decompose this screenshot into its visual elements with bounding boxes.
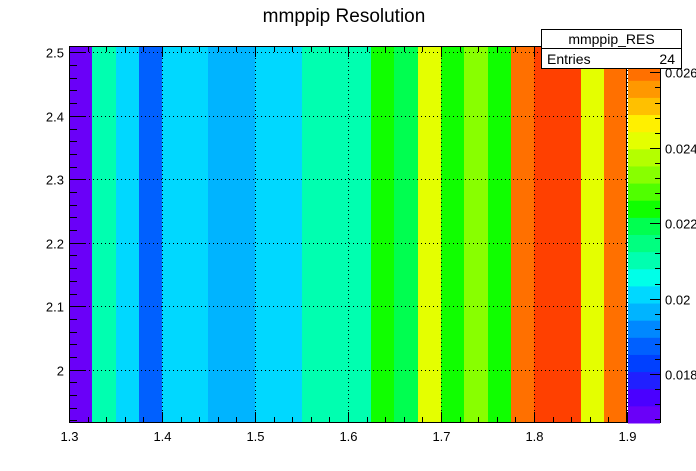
- y-tick-label: 2.2: [46, 237, 64, 252]
- heatmap-cell: [394, 46, 418, 423]
- heatmap-cell: [116, 46, 139, 423]
- y-tick-label: 2.4: [46, 110, 64, 125]
- color-scale-band: [628, 148, 660, 167]
- color-scale-band: [628, 165, 660, 184]
- color-scale-band: [628, 268, 660, 287]
- x-tick-label: 1.4: [153, 429, 171, 444]
- color-scale-band: [628, 337, 660, 355]
- heatmap-cell: [69, 46, 92, 423]
- heatmap-cell: [162, 46, 208, 423]
- stats-name: mmppip_RES: [568, 31, 654, 47]
- heatmap-cells: [69, 46, 627, 423]
- color-scale-band: [628, 405, 660, 424]
- color-scale-band: [628, 285, 660, 304]
- heatmap-cell: [534, 46, 581, 423]
- x-tick-label: 1.7: [432, 429, 450, 444]
- x-tick-label: 1.9: [618, 429, 636, 444]
- z-tick-label: 0.02: [665, 293, 690, 308]
- color-scale-band: [628, 200, 660, 218]
- z-tick-label: 0.018: [665, 368, 696, 383]
- color-scale-band: [628, 234, 660, 253]
- heatmap-cell: [92, 46, 116, 423]
- heatmap-cell: [208, 46, 255, 423]
- stats-entries-value: 24: [659, 51, 675, 67]
- x-tick-label: 1.5: [246, 429, 264, 444]
- z-tick-label: 0.026: [665, 66, 696, 81]
- color-scale-band: [628, 183, 660, 201]
- heatmap-cell: [371, 46, 394, 423]
- stats-box: mmppip_RES Entries 24: [541, 29, 682, 69]
- heatmap-cell: [348, 46, 371, 423]
- heatmap-cell: [255, 46, 302, 423]
- stats-entries-label: Entries: [547, 51, 591, 67]
- heatmap-cell: [488, 46, 511, 423]
- color-scale-band: [628, 97, 660, 116]
- heatmap-cell: [441, 46, 464, 423]
- color-scale-band: [628, 251, 660, 270]
- y-axis: 2 2.1 2.2 2.3 2.4 2.5: [46, 46, 85, 421]
- color-scale-band: [628, 114, 660, 133]
- color-scale-band: [628, 131, 660, 150]
- heatmap-cell: [139, 46, 162, 423]
- x-tick-label: 1.8: [525, 429, 543, 444]
- color-scale-band: [628, 320, 660, 338]
- color-scale-band: [628, 80, 660, 98]
- x-tick-label: 1.3: [60, 429, 78, 444]
- z-tick-label: 0.024: [665, 142, 696, 157]
- heatmap-cell: [511, 46, 534, 423]
- heatmap-cell: [581, 46, 604, 423]
- x-tick-label: 1.6: [339, 429, 357, 444]
- color-scale-band: [628, 303, 660, 321]
- heatmap-cell: [302, 46, 348, 423]
- y-tick-label: 2.3: [46, 173, 64, 188]
- heatmap-cell: [604, 46, 627, 423]
- color-scale-band: [628, 371, 660, 390]
- color-scale-band: [628, 388, 660, 407]
- color-scale: 0.018 0.02 0.022 0.024 0.026: [628, 46, 696, 424]
- grid-lines: [69, 46, 628, 423]
- z-tick-label: 0.022: [665, 217, 696, 232]
- y-tick-label: 2.1: [46, 300, 64, 315]
- color-scale-band: [628, 217, 660, 235]
- chart-title: mmppip Resolution: [263, 6, 426, 27]
- y-tick-label: 2.5: [46, 46, 64, 61]
- heatmap-cell: [418, 46, 441, 423]
- y-tick-label: 2: [57, 364, 64, 379]
- heatmap-cell: [464, 46, 488, 423]
- color-scale-band: [628, 354, 660, 373]
